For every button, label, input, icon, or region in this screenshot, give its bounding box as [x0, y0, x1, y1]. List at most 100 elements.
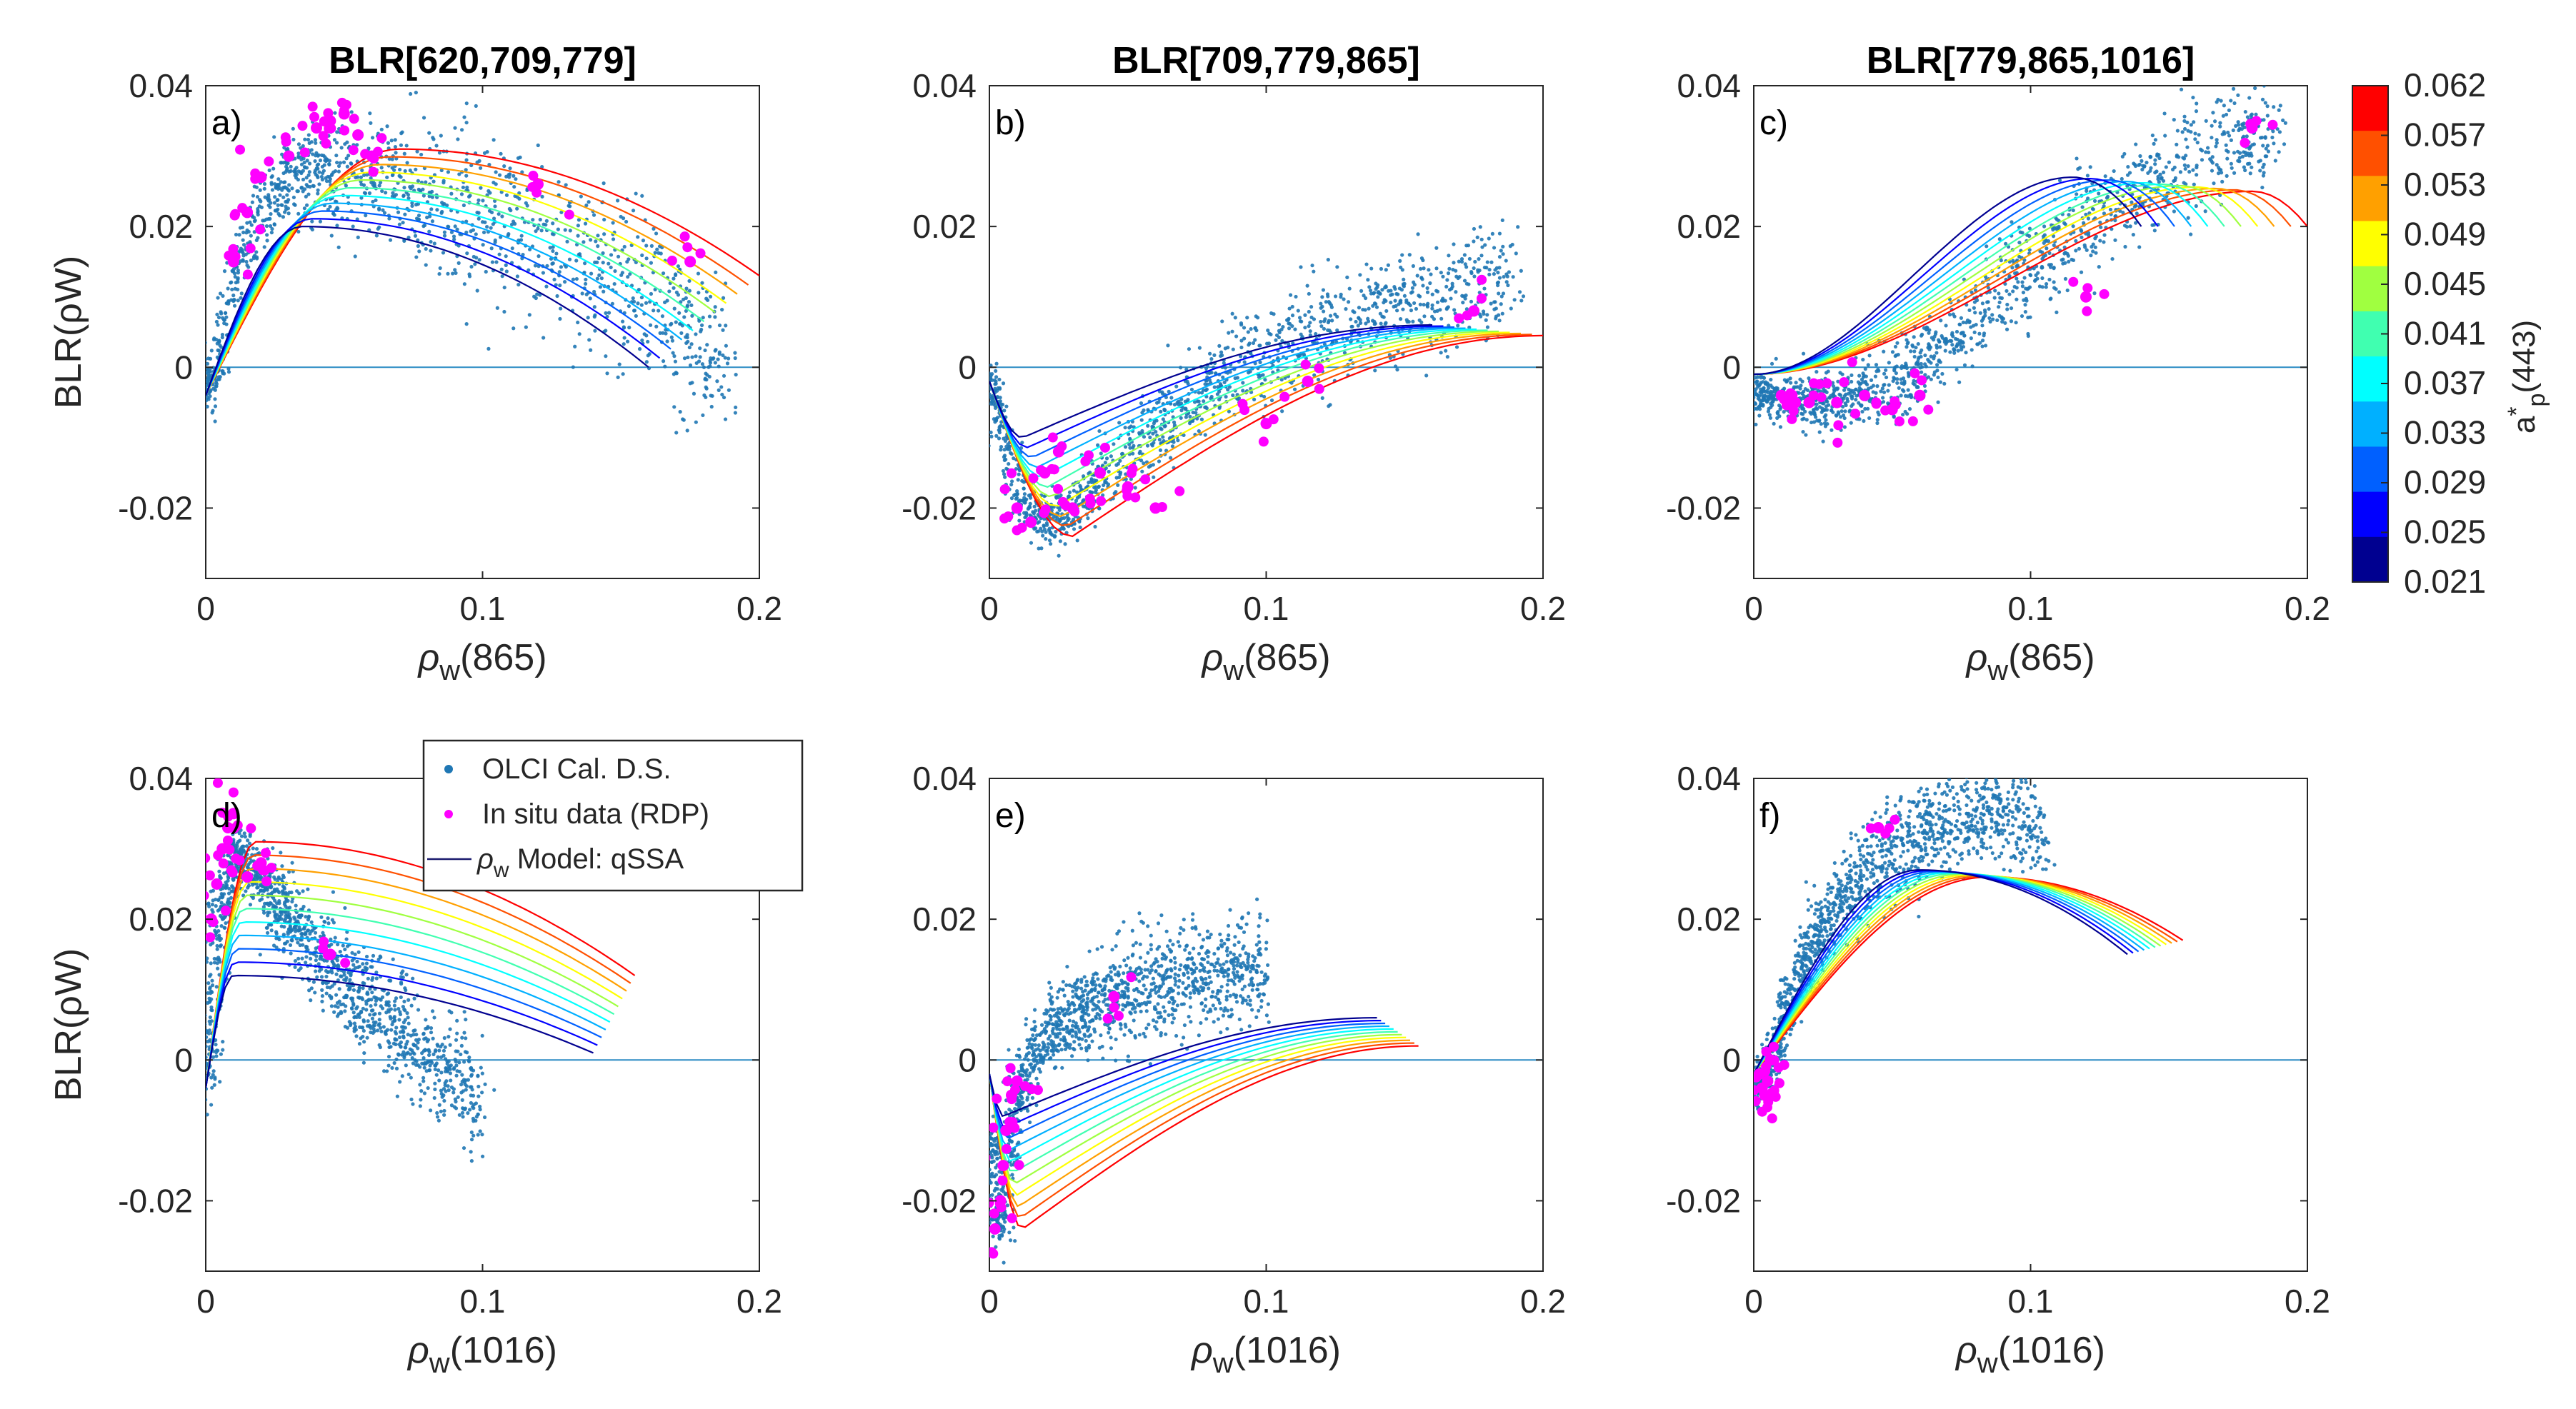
olci-point — [580, 291, 584, 296]
olci-point — [1844, 392, 1848, 396]
olci-point — [574, 276, 579, 281]
olci-point — [1955, 337, 1960, 342]
olci-point — [399, 143, 404, 147]
insitu-point — [1003, 511, 1014, 522]
olci-point — [994, 381, 998, 386]
olci-point — [2236, 159, 2240, 163]
olci-point — [1895, 341, 1899, 345]
olci-point — [545, 264, 549, 268]
olci-point — [1183, 407, 1188, 411]
model-curve — [1754, 189, 2292, 376]
olci-point — [226, 366, 231, 371]
panel-title: BLR[709,779,865] — [1112, 40, 1420, 81]
olci-point — [265, 233, 269, 237]
olci-point — [2215, 138, 2219, 142]
olci-point — [516, 156, 521, 161]
olci-point — [1927, 343, 1931, 347]
olci-point — [377, 225, 381, 229]
olci-point — [2082, 221, 2086, 225]
olci-point — [1107, 469, 1111, 474]
olci-point — [1396, 292, 1400, 296]
olci-point — [1112, 442, 1116, 446]
model-curve — [989, 334, 1532, 526]
olci-point — [2052, 243, 2056, 247]
olci-point — [209, 1005, 214, 1010]
olci-point — [1024, 497, 1029, 501]
olci-point — [536, 226, 540, 231]
olci-point — [359, 182, 364, 186]
olci-point — [403, 169, 407, 174]
olci-point — [563, 228, 567, 232]
olci-point — [206, 1055, 208, 1060]
olci-point — [2051, 228, 2055, 232]
model-curve — [206, 171, 727, 396]
olci-point — [674, 371, 679, 376]
olci-point — [1412, 283, 1417, 287]
y-tick-label: 0 — [958, 349, 977, 386]
olci-point — [2220, 132, 2225, 136]
model-curve — [1754, 176, 2142, 376]
olci-point — [2123, 244, 2127, 249]
olci-point — [686, 355, 690, 360]
olci-point — [981, 390, 984, 393]
olci-point — [302, 187, 307, 191]
olci-point — [437, 151, 442, 155]
olci-point — [1480, 245, 1484, 249]
olci-point — [1935, 368, 1940, 373]
olci-point — [1378, 311, 1382, 316]
olci-point — [1856, 380, 1861, 384]
olci-point — [556, 227, 560, 231]
olci-point — [1782, 410, 1786, 414]
olci-point — [1747, 376, 1750, 379]
olci-point — [669, 335, 674, 339]
olci-point — [1319, 306, 1323, 310]
olci-point — [396, 1007, 401, 1011]
olci-point — [460, 1098, 464, 1102]
olci-point — [304, 176, 309, 180]
olci-point — [582, 261, 587, 266]
olci-point — [286, 206, 291, 211]
olci-point — [540, 164, 544, 169]
insitu-point — [1028, 473, 1039, 483]
olci-point — [1969, 336, 1973, 341]
olci-point — [1762, 376, 1767, 380]
olci-point — [1919, 334, 1924, 338]
olci-point — [717, 364, 721, 368]
olci-point — [606, 311, 611, 315]
olci-point — [1912, 335, 1916, 339]
olci-point — [1435, 289, 1440, 294]
insitu-point — [264, 156, 274, 167]
olci-point — [1972, 300, 1977, 304]
olci-point — [286, 870, 291, 874]
olci-point — [495, 306, 499, 310]
olci-point — [252, 216, 256, 220]
olci-point — [1472, 266, 1476, 271]
olci-point — [609, 253, 614, 257]
olci-point — [1328, 314, 1333, 318]
olci-point — [256, 213, 260, 217]
olci-point — [499, 267, 504, 271]
olci-point — [319, 174, 324, 179]
olci-point — [1915, 359, 1920, 364]
olci-point — [2194, 204, 2198, 209]
olci-point — [1859, 403, 1864, 408]
olci-point — [524, 325, 528, 329]
olci-point — [1004, 404, 1009, 408]
olci-point — [1960, 348, 1964, 352]
olci-point — [469, 1150, 473, 1154]
olci-point — [481, 230, 486, 234]
olci-point — [236, 287, 240, 291]
olci-point — [1959, 316, 1964, 320]
olci-point — [266, 203, 271, 208]
olci-point — [299, 162, 304, 166]
olci-point — [2042, 241, 2046, 245]
insitu-point — [318, 131, 329, 141]
olci-point — [2077, 246, 2082, 251]
insitu-point — [1917, 375, 1927, 386]
olci-point — [378, 1026, 383, 1030]
olci-point — [1402, 277, 1406, 281]
olci-point — [471, 1106, 476, 1110]
olci-point — [2074, 239, 2078, 243]
olci-point — [654, 231, 659, 236]
olci-point — [1344, 307, 1348, 311]
